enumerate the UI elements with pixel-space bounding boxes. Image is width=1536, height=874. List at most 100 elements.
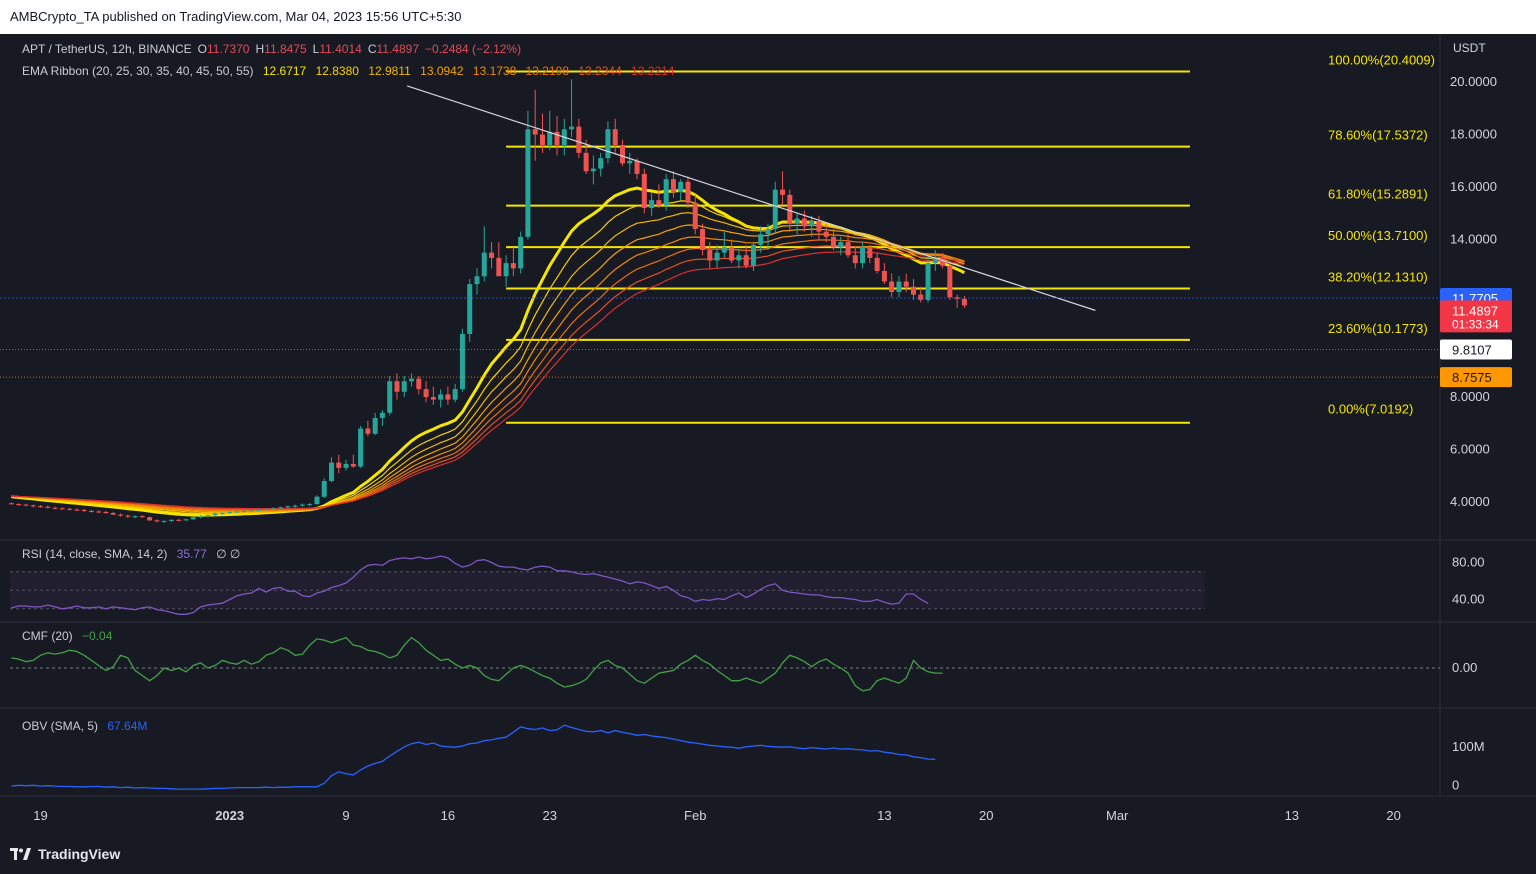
time-tick-d20b: 20 xyxy=(1386,808,1400,823)
candle-body xyxy=(700,229,706,250)
candle-body xyxy=(387,381,393,413)
candle-body xyxy=(525,129,531,237)
open-label: O xyxy=(197,42,207,56)
ema-value-3: 12.9811 xyxy=(368,64,411,78)
symbol-title: APT / TetherUS, 12h, BINANCE xyxy=(22,42,192,56)
price-tag-tag3 xyxy=(1440,339,1512,360)
fib-label-5: 23.60%(10.1773) xyxy=(1328,321,1428,336)
candle-body xyxy=(474,276,480,285)
candle-body xyxy=(423,389,429,397)
candle-body xyxy=(845,242,851,256)
candle-body xyxy=(510,263,516,269)
candle-body xyxy=(190,517,196,520)
candle-body xyxy=(605,129,611,159)
candle-body xyxy=(409,378,415,382)
candle-body xyxy=(38,506,43,508)
candle-body xyxy=(692,202,698,229)
candle-body xyxy=(634,160,640,174)
candle-body xyxy=(118,514,124,516)
candle-body xyxy=(889,281,895,292)
tradingview-logo[interactable]: TradingView xyxy=(10,846,120,862)
fib-label-2: 61.80%(15.2891) xyxy=(1328,187,1428,202)
candle-body xyxy=(379,412,385,418)
price-tick-6: 4.0000 xyxy=(1450,494,1490,509)
price-tag-label-tag2: 11.4897 xyxy=(1452,303,1498,318)
obv-pane xyxy=(11,724,936,790)
candle-body xyxy=(88,510,94,512)
high-value: 11.8475 xyxy=(264,42,307,56)
ema-line-45 xyxy=(11,239,965,511)
candle-body xyxy=(299,504,305,506)
price-tick-1: 18.0000 xyxy=(1450,127,1497,142)
candle-body xyxy=(45,506,51,508)
ema-value-5: 13.1738 xyxy=(472,64,517,78)
rsi-extra: ∅ ∅ xyxy=(216,547,241,561)
candle-body xyxy=(620,145,625,164)
candle-body xyxy=(503,263,509,277)
price-axis[interactable]: 20.0000 18.0000 16.0000 14.0000 8.0000 6.0000… xyxy=(0,74,1512,792)
time-axis[interactable]: 19 2023 9 16 23 Feb 13 20 Mar 13 20 xyxy=(33,808,1401,823)
pane-separators xyxy=(0,34,1536,797)
tradingview-logo-icon xyxy=(10,848,31,860)
price-tick-5: 6.0000 xyxy=(1450,442,1490,457)
candle-body xyxy=(336,462,342,468)
candle-body xyxy=(30,505,36,507)
candle-body xyxy=(110,513,116,515)
candle-body xyxy=(685,181,691,203)
obv-tick-1: 0 xyxy=(1452,777,1459,792)
obv-legend: OBV (SMA, 5) 67.64M xyxy=(22,719,153,733)
time-tick-d9: 9 xyxy=(342,808,349,823)
candle-body xyxy=(569,126,575,130)
candle-body xyxy=(52,507,58,509)
candle-body xyxy=(554,131,560,145)
cmf-tick-0: 0.00 xyxy=(1452,660,1477,675)
candle-body xyxy=(125,515,131,517)
candle-body xyxy=(736,255,742,261)
candle-body xyxy=(241,510,247,512)
candle-body xyxy=(612,129,618,145)
candle-body xyxy=(329,462,334,481)
candle-body xyxy=(219,513,225,515)
candle-body xyxy=(430,397,436,400)
candle-body xyxy=(678,181,684,193)
candle-body xyxy=(147,517,153,521)
candle-body xyxy=(656,200,662,206)
candle-body xyxy=(496,257,502,277)
candle-body xyxy=(881,271,887,282)
candle-body xyxy=(489,252,495,258)
candle-body xyxy=(598,158,604,169)
candle-body xyxy=(176,519,182,521)
candle-body xyxy=(590,168,596,172)
candle-body xyxy=(809,221,815,227)
ema-value-2: 12.8380 xyxy=(315,64,359,78)
close-label: C xyxy=(367,42,377,56)
candle-body xyxy=(852,255,858,264)
candle-body xyxy=(772,189,778,229)
candle-body xyxy=(729,247,735,261)
candle-body xyxy=(750,244,756,266)
candle-body xyxy=(707,250,713,261)
candle-body xyxy=(459,334,465,390)
candle-body xyxy=(765,229,771,235)
publisher-bar: AMBCrypto_TA published on TradingView.co… xyxy=(0,0,1536,34)
candle-body xyxy=(532,129,538,135)
ema-line-50 xyxy=(11,245,965,510)
price-tag-tag4 xyxy=(1440,367,1512,388)
ema-value-6: 13.2198 xyxy=(525,64,570,78)
trendline[interactable] xyxy=(406,85,1096,311)
candle-body xyxy=(438,394,444,400)
low-label: L xyxy=(312,42,320,56)
rsi-tick-0: 80.00 xyxy=(1452,555,1485,570)
fib-label-1: 78.60%(17.5372) xyxy=(1328,128,1428,143)
fib-label-0: 100.00%(20.4009) xyxy=(1328,52,1435,67)
candle-body xyxy=(794,218,800,224)
candle-body xyxy=(256,509,262,511)
trading-chart[interactable]: 100.00%(20.4009) 78.60%(17.5372) 61.80%(15… xyxy=(0,34,1536,834)
candle-body xyxy=(59,508,65,510)
fib-label-4: 38.20%(12.1310) xyxy=(1328,270,1428,285)
candle-body xyxy=(248,510,254,512)
candle-body xyxy=(103,511,109,514)
candle-body xyxy=(670,179,676,193)
fib-label-6: 0.00%(7.0192) xyxy=(1328,402,1413,417)
cmf-label: CMF (20) xyxy=(22,629,73,643)
